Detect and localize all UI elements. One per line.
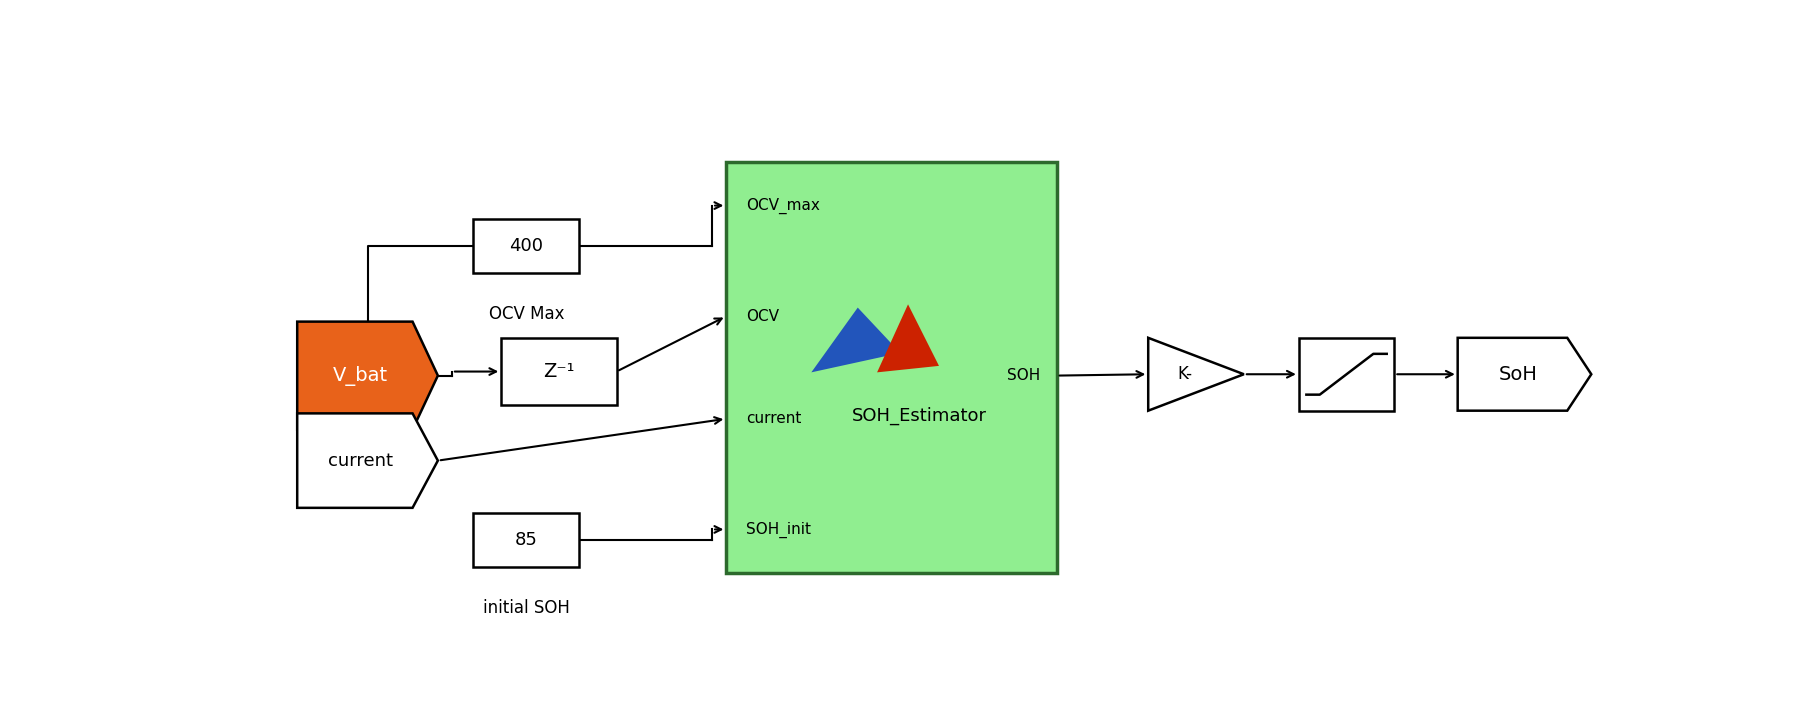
FancyBboxPatch shape (473, 513, 579, 567)
Text: K-: K- (1177, 365, 1192, 383)
Text: SOH: SOH (1007, 368, 1039, 383)
Text: V_bat: V_bat (332, 366, 388, 386)
Text: SOH_Estimator: SOH_Estimator (851, 407, 987, 426)
Text: 400: 400 (508, 237, 542, 255)
Polygon shape (1457, 338, 1591, 411)
Polygon shape (1148, 338, 1243, 411)
Text: current: current (746, 411, 800, 426)
Text: OCV Max: OCV Max (488, 304, 564, 322)
Text: Z⁻¹: Z⁻¹ (542, 362, 575, 381)
Text: current: current (328, 451, 394, 470)
Text: 85: 85 (513, 531, 537, 549)
Polygon shape (811, 308, 900, 372)
Text: OCV_max: OCV_max (746, 198, 820, 214)
Text: OCV: OCV (746, 308, 778, 324)
Polygon shape (876, 304, 938, 372)
FancyBboxPatch shape (726, 163, 1056, 573)
Text: SOH_init: SOH_init (746, 522, 811, 538)
Text: SoH: SoH (1498, 365, 1536, 383)
Polygon shape (297, 322, 437, 430)
Text: initial SOH: initial SOH (483, 599, 570, 617)
FancyBboxPatch shape (1299, 338, 1393, 411)
FancyBboxPatch shape (501, 338, 617, 405)
Polygon shape (297, 414, 437, 508)
FancyBboxPatch shape (473, 219, 579, 273)
